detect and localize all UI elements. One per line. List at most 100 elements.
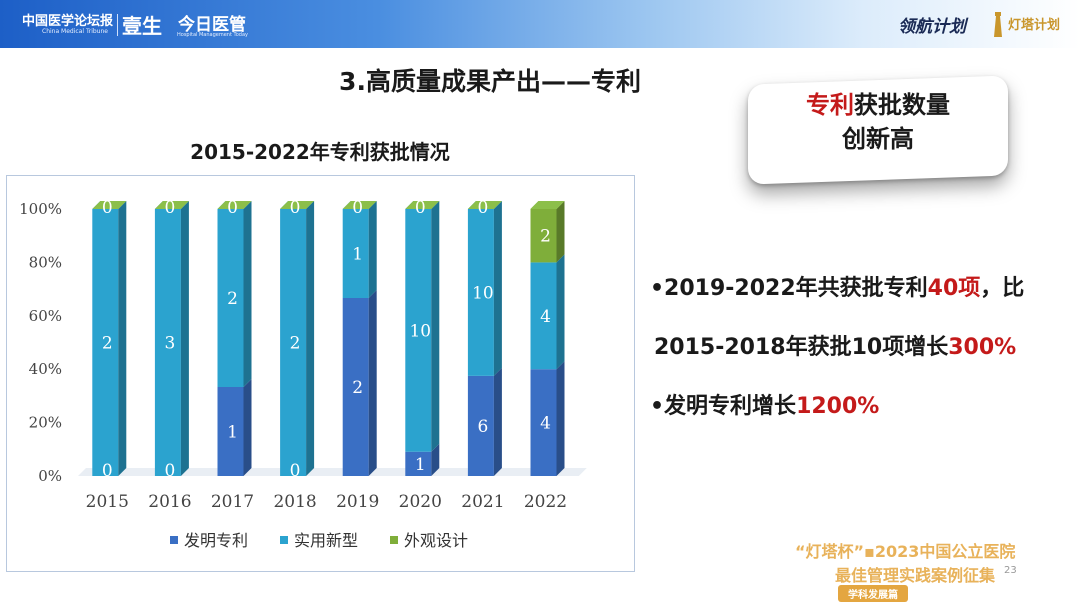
bar-segment bbox=[405, 209, 432, 452]
bullet-invention-growth: •发明专利增长1200% bbox=[650, 388, 879, 420]
bar-top-cap bbox=[154, 201, 189, 209]
data-label: 1 bbox=[352, 245, 363, 265]
bullet-total-patents: •2019-2022年共获批专利40项，比 bbox=[650, 270, 1024, 302]
bullet-growth: 2015-2018年获批10项增长300% bbox=[654, 329, 1016, 361]
data-label: 10 bbox=[472, 283, 494, 303]
bar-side bbox=[368, 290, 377, 476]
bar-top-cap bbox=[280, 201, 315, 209]
data-label: 0 bbox=[290, 198, 301, 218]
data-label: 3 bbox=[164, 334, 175, 354]
y-tick-label: 60% bbox=[29, 307, 62, 325]
bar-segment bbox=[280, 209, 307, 476]
logo-china-medical-tribune-sub: China Medical Tribune bbox=[42, 28, 108, 35]
bar-top-cap bbox=[530, 201, 565, 209]
bullet-total-suffix: ，比 bbox=[980, 276, 1025, 301]
x-tick-label: 2020 bbox=[399, 492, 442, 512]
bar-side bbox=[180, 201, 189, 476]
bar-top-cap bbox=[467, 201, 502, 209]
bar-segment bbox=[92, 209, 119, 476]
legend-swatch bbox=[280, 536, 288, 544]
stacked-bar-chart: 0%20%40%60%80%100%0202015030201612020170… bbox=[19, 198, 587, 550]
bar-segment bbox=[217, 387, 244, 476]
logo-hospital-management-today: 今日医管 bbox=[178, 15, 246, 35]
data-label: 0 bbox=[290, 461, 301, 481]
bar-segment bbox=[217, 209, 244, 387]
bar-side bbox=[306, 201, 315, 476]
chart-title: 2015-2022年专利获批情况 bbox=[190, 140, 450, 164]
y-tick-label: 0% bbox=[38, 467, 62, 485]
data-label: 0 bbox=[477, 198, 488, 218]
x-tick-label: 2021 bbox=[461, 492, 504, 512]
bar-top-cap bbox=[342, 201, 377, 209]
bar-segment bbox=[342, 298, 369, 476]
data-label: 2 bbox=[540, 227, 551, 247]
bar-side bbox=[431, 201, 440, 452]
bar-segment bbox=[342, 209, 369, 298]
footer-tag: 学科发展篇 bbox=[838, 585, 908, 602]
page-title: 3.高质量成果产出——专利 bbox=[339, 67, 641, 96]
logo-china-medical-tribune: 中国医学论坛报 bbox=[22, 14, 114, 29]
bar-side bbox=[243, 201, 252, 387]
header-banner: 中国医学论坛报 China Medical Tribune 壹生 今日医管 Ho… bbox=[0, 0, 1080, 48]
data-label: 0 bbox=[415, 198, 426, 218]
y-tick-label: 100% bbox=[19, 200, 62, 218]
data-label: 0 bbox=[102, 198, 113, 218]
badge-line1: 获批数量 bbox=[854, 91, 950, 119]
bar-segment bbox=[530, 369, 557, 476]
x-tick-label: 2022 bbox=[524, 492, 567, 512]
bullet-total-value: 40项 bbox=[927, 276, 981, 301]
data-label: 2 bbox=[227, 289, 238, 309]
bar-side bbox=[556, 201, 565, 263]
bar-segment bbox=[154, 209, 181, 476]
data-label: 1 bbox=[227, 423, 238, 443]
x-tick-label: 2019 bbox=[336, 492, 379, 512]
x-tick-label: 2016 bbox=[148, 492, 191, 512]
data-label: 0 bbox=[102, 461, 113, 481]
bar-segment bbox=[530, 262, 557, 370]
lighthouse-icon bbox=[994, 12, 1002, 37]
bar-side bbox=[556, 254, 565, 370]
data-label: 0 bbox=[227, 198, 238, 218]
bullet-invention-value: 1200% bbox=[796, 394, 880, 419]
bar-segment bbox=[467, 375, 494, 476]
bullet-growth-text: 2015-2018年获批10项增长 bbox=[654, 335, 949, 360]
bar-side bbox=[493, 367, 502, 476]
bar-segment bbox=[530, 209, 557, 263]
data-label: 4 bbox=[540, 414, 551, 434]
page-number: 23 bbox=[1004, 565, 1017, 576]
data-label: 2 bbox=[102, 334, 113, 354]
badge-keyword: 专利 bbox=[806, 91, 854, 119]
legend-label: 外观设计 bbox=[404, 531, 468, 550]
bar-side bbox=[118, 201, 127, 476]
y-tick-label: 40% bbox=[29, 360, 62, 378]
y-tick-label: 80% bbox=[29, 253, 62, 271]
data-label: 0 bbox=[164, 198, 175, 218]
bar-top-cap bbox=[217, 201, 252, 209]
bar-side bbox=[243, 379, 252, 476]
data-label: 2 bbox=[352, 378, 363, 398]
chart-frame bbox=[6, 175, 635, 572]
legend-swatch bbox=[170, 536, 178, 544]
badge-line2: 创新高 bbox=[842, 125, 914, 153]
x-tick-label: 2018 bbox=[273, 492, 316, 512]
bar-segment bbox=[405, 451, 432, 476]
data-label: 1 bbox=[415, 455, 426, 475]
chart-floor bbox=[78, 468, 587, 476]
bullet-invention-text: •发明专利增长 bbox=[650, 394, 797, 419]
logo-hospital-management-today-sub: Hospital Management Today bbox=[177, 32, 248, 38]
data-label: 2 bbox=[290, 334, 301, 354]
x-tick-label: 2015 bbox=[86, 492, 129, 512]
footer-campaign-title: “灯塔杯”▪2023中国公立医院 bbox=[795, 542, 1016, 561]
bar-side bbox=[556, 361, 565, 476]
data-label: 6 bbox=[477, 417, 488, 437]
bullet-total-text: •2019-2022年共获批专利 bbox=[650, 276, 928, 301]
brand-lighthouse-plan: 灯塔计划 bbox=[1008, 18, 1061, 33]
bar-side bbox=[493, 201, 502, 376]
bar-side bbox=[368, 201, 377, 298]
data-label: 10 bbox=[409, 321, 431, 341]
bullet-growth-value: 300% bbox=[948, 335, 1017, 360]
legend-swatch bbox=[390, 536, 398, 544]
highlight-badge-text: 专利获批数量 创新高 bbox=[748, 88, 1008, 156]
bar-top-cap bbox=[405, 201, 440, 209]
legend-label: 实用新型 bbox=[294, 531, 358, 550]
